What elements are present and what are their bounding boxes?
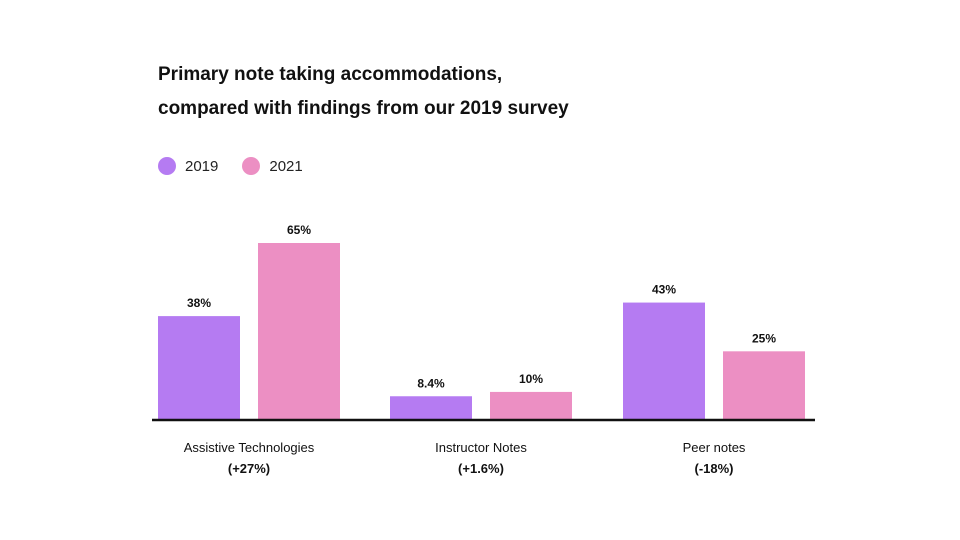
legend-swatch-2019 <box>158 157 176 175</box>
bar-assistive-technologies-2021 <box>258 243 340 419</box>
bar-value-label-instructor-notes-2019: 8.4% <box>417 376 445 390</box>
legend-label-2019: 2019 <box>185 157 219 175</box>
category-change-instructor-notes: (+1.6%) <box>458 461 504 476</box>
bar-value-label-assistive-technologies-2019: 38% <box>187 296 211 310</box>
bar-instructor-notes-2021 <box>490 391 572 419</box>
legend-label-2021: 2021 <box>269 157 303 175</box>
bar-assistive-technologies-2019 <box>158 316 240 419</box>
category-label-instructor-notes: Instructor Notes <box>435 440 527 455</box>
legend-item-2021: 2021 <box>242 157 303 175</box>
chart-legend: 2019 2021 <box>158 155 327 177</box>
bar-value-label-peer-notes-2019: 43% <box>652 283 676 297</box>
chart-title: Primary note taking accommodations, comp… <box>158 58 858 126</box>
bar-instructor-notes-2019 <box>390 396 472 419</box>
chart-title-line-2: compared with findings from our 2019 sur… <box>158 98 569 119</box>
legend-item-2019: 2019 <box>158 157 218 175</box>
chart-title-line-1: Primary note taking accommodations, <box>158 64 503 85</box>
legend-swatch-2021 <box>242 157 261 175</box>
bar-value-label-assistive-technologies-2021: 65% <box>287 223 311 237</box>
bar-value-label-peer-notes-2021: 25% <box>752 331 776 345</box>
category-label-peer-notes: Peer notes <box>683 440 746 455</box>
category-change-assistive-technologies: (+27%) <box>228 461 270 476</box>
bar-peer-notes-2021 <box>723 351 805 419</box>
bar-peer-notes-2019 <box>623 302 705 419</box>
bar-value-label-instructor-notes-2021: 10% <box>519 372 543 386</box>
category-change-peer-notes: (-18%) <box>694 461 733 476</box>
category-label-assistive-technologies: Assistive Technologies <box>184 440 315 455</box>
